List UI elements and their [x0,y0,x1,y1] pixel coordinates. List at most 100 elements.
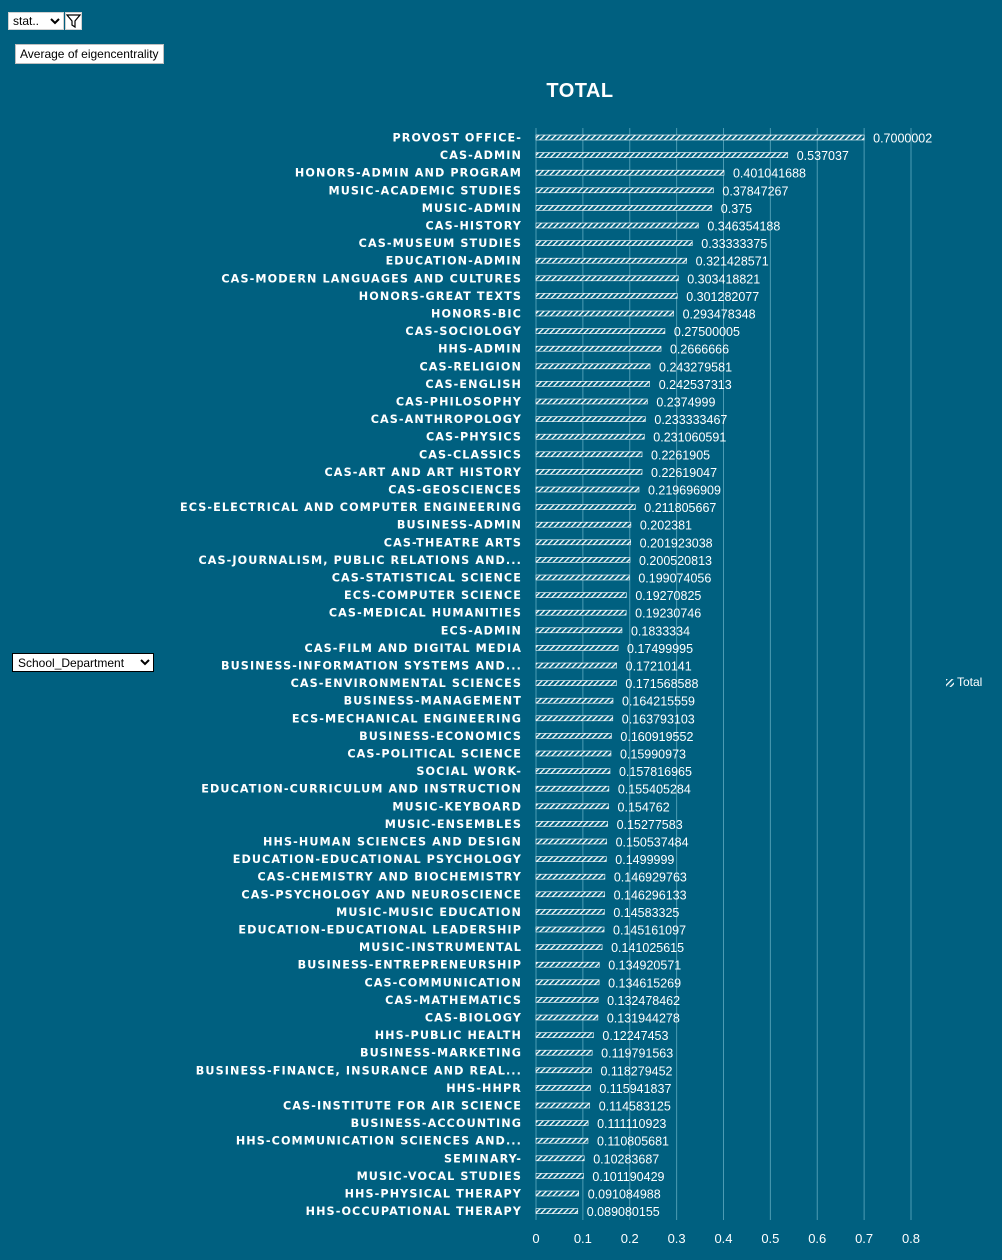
value-label: 0.146929763 [614,871,687,885]
category-label: HHS-COMMUNICATION SCIENCES AND... [236,1135,522,1148]
bar[interactable] [535,1137,589,1144]
bar[interactable] [535,1067,592,1074]
bar[interactable] [535,627,623,634]
bar[interactable] [535,733,612,739]
bar[interactable] [535,645,619,651]
bar[interactable] [535,433,645,440]
dimension-select[interactable]: School_Department [12,653,154,672]
bar[interactable] [535,557,631,563]
bar[interactable] [535,680,617,686]
bar[interactable] [535,592,627,598]
bar[interactable] [535,609,627,616]
bar[interactable] [535,169,725,176]
category-label: ECS-ADMIN [441,624,522,637]
bar[interactable] [535,187,714,194]
x-tick-label: 0.4 [714,1231,732,1246]
bar[interactable] [535,310,674,317]
filter-select[interactable]: stat.. [8,12,64,30]
value-label: 0.346354188 [707,220,780,234]
bar[interactable] [535,856,607,862]
bar[interactable] [535,486,640,493]
bar[interactable] [535,909,605,915]
measure-label[interactable]: Average of eigencentrality [15,44,164,64]
bar[interactable] [535,1085,591,1091]
bar[interactable] [535,1014,599,1021]
bar[interactable] [535,873,606,880]
legend[interactable]: Total [946,675,982,689]
value-label: 0.119791563 [601,1047,673,1061]
category-label: CAS-ANTHROPOLOGY [371,413,522,426]
category-label: BUSINESS-FINANCE, INSURANCE AND REAL... [196,1064,522,1077]
bar[interactable] [535,222,699,229]
bar[interactable] [535,539,631,546]
bar[interactable] [535,944,603,950]
bar[interactable] [535,240,693,246]
bar[interactable] [535,768,611,774]
bar[interactable] [535,979,600,986]
category-label: BUSINESS-INFORMATION SYSTEMS AND... [221,660,522,673]
bar[interactable] [535,574,630,581]
bar[interactable] [535,662,617,669]
category-label: BUSINESS-MARKETING [360,1047,522,1060]
bar[interactable] [535,134,865,141]
bar[interactable] [535,1173,584,1179]
value-label: 0.200520813 [639,554,712,568]
value-label: 0.171568588 [625,677,698,691]
bar[interactable] [535,1208,579,1214]
x-axis-ticks: 0 0.1 0.2 0.3 0.4 0.5 0.6 0.7 0.8 [532,1231,920,1246]
bar[interactable] [535,451,643,458]
bar[interactable] [535,1032,594,1038]
bar[interactable] [535,1049,593,1056]
bar[interactable] [535,152,789,158]
category-label: MUSIC-KEYBOARD [392,800,522,813]
category-label: HHS-HHPR [446,1082,522,1095]
bar[interactable] [535,205,713,211]
bar[interactable] [535,785,610,792]
value-label: 0.243279581 [659,360,732,374]
bar[interactable] [535,381,650,387]
bar[interactable] [535,1102,591,1109]
bar[interactable] [535,926,605,933]
filter-funnel-icon[interactable] [65,12,82,30]
bar[interactable] [535,275,679,282]
bar[interactable] [535,328,666,334]
category-label: CAS-ART AND ART HISTORY [325,466,523,479]
bar[interactable] [535,750,612,757]
bar[interactable] [535,821,608,827]
bar[interactable] [535,398,648,405]
bar[interactable] [535,715,614,722]
category-label: SOCIAL WORK- [416,765,522,778]
bar[interactable] [535,504,636,510]
value-label: 0.293478348 [683,308,756,322]
x-tick-label: 0.3 [668,1231,686,1246]
bar[interactable] [535,891,605,898]
bar[interactable] [535,293,678,299]
bar[interactable] [535,363,651,370]
x-tick-label: 0.5 [761,1231,779,1246]
bar[interactable] [535,838,607,845]
value-label: 0.134920571 [608,959,681,973]
bar[interactable] [535,416,646,422]
bar[interactable] [535,697,614,704]
value-label: 0.134615269 [608,976,681,990]
category-label: SEMINARY- [444,1152,522,1165]
category-label: ECS-COMPUTER SCIENCE [344,589,522,602]
value-label: 0.12247453 [602,1029,668,1043]
bar[interactable] [535,257,687,264]
bar[interactable] [535,521,632,528]
bar[interactable] [535,469,643,475]
category-label: CAS-CLASSICS [419,448,522,461]
category-label: MUSIC-MUSIC EDUCATION [336,906,522,919]
bar[interactable] [535,1155,585,1162]
bar[interactable] [535,345,662,352]
bar[interactable] [535,803,609,810]
bar[interactable] [535,997,599,1003]
bar[interactable] [535,1120,589,1126]
value-label: 0.1499999 [615,853,674,867]
category-label: MUSIC-ENSEMBLES [385,818,522,831]
bar[interactable] [535,961,600,968]
category-label: EDUCATION-EDUCATIONAL PSYCHOLOGY [233,853,522,866]
bar[interactable] [535,1190,579,1197]
value-label: 0.17210141 [626,660,692,674]
value-label: 0.110805681 [597,1135,669,1149]
